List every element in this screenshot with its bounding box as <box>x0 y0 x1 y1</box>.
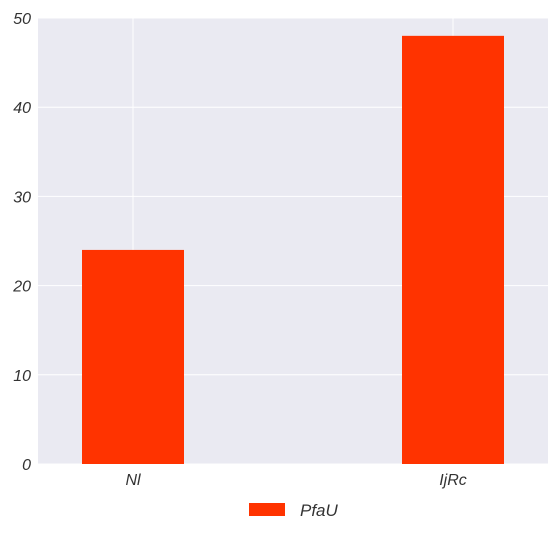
bar <box>82 249 184 464</box>
y-tick-label: 40 <box>13 100 31 117</box>
legend: PfaU <box>249 501 339 520</box>
bar <box>402 35 504 465</box>
y-tick-label: 50 <box>13 11 31 28</box>
x-axis-ticks: Nl IjRc <box>125 472 466 489</box>
y-axis-ticks: 0 10 20 30 40 50 <box>12 11 31 474</box>
x-tick-label: IjRc <box>439 472 467 489</box>
x-tick-label: Nl <box>125 472 141 489</box>
y-tick-label: 10 <box>13 368 31 385</box>
legend-label: PfaU <box>300 501 339 520</box>
y-tick-label: 30 <box>13 189 31 206</box>
bars <box>82 35 504 465</box>
y-tick-label: 20 <box>12 279 31 296</box>
y-tick-label: 0 <box>22 457 31 474</box>
legend-swatch <box>249 503 285 516</box>
